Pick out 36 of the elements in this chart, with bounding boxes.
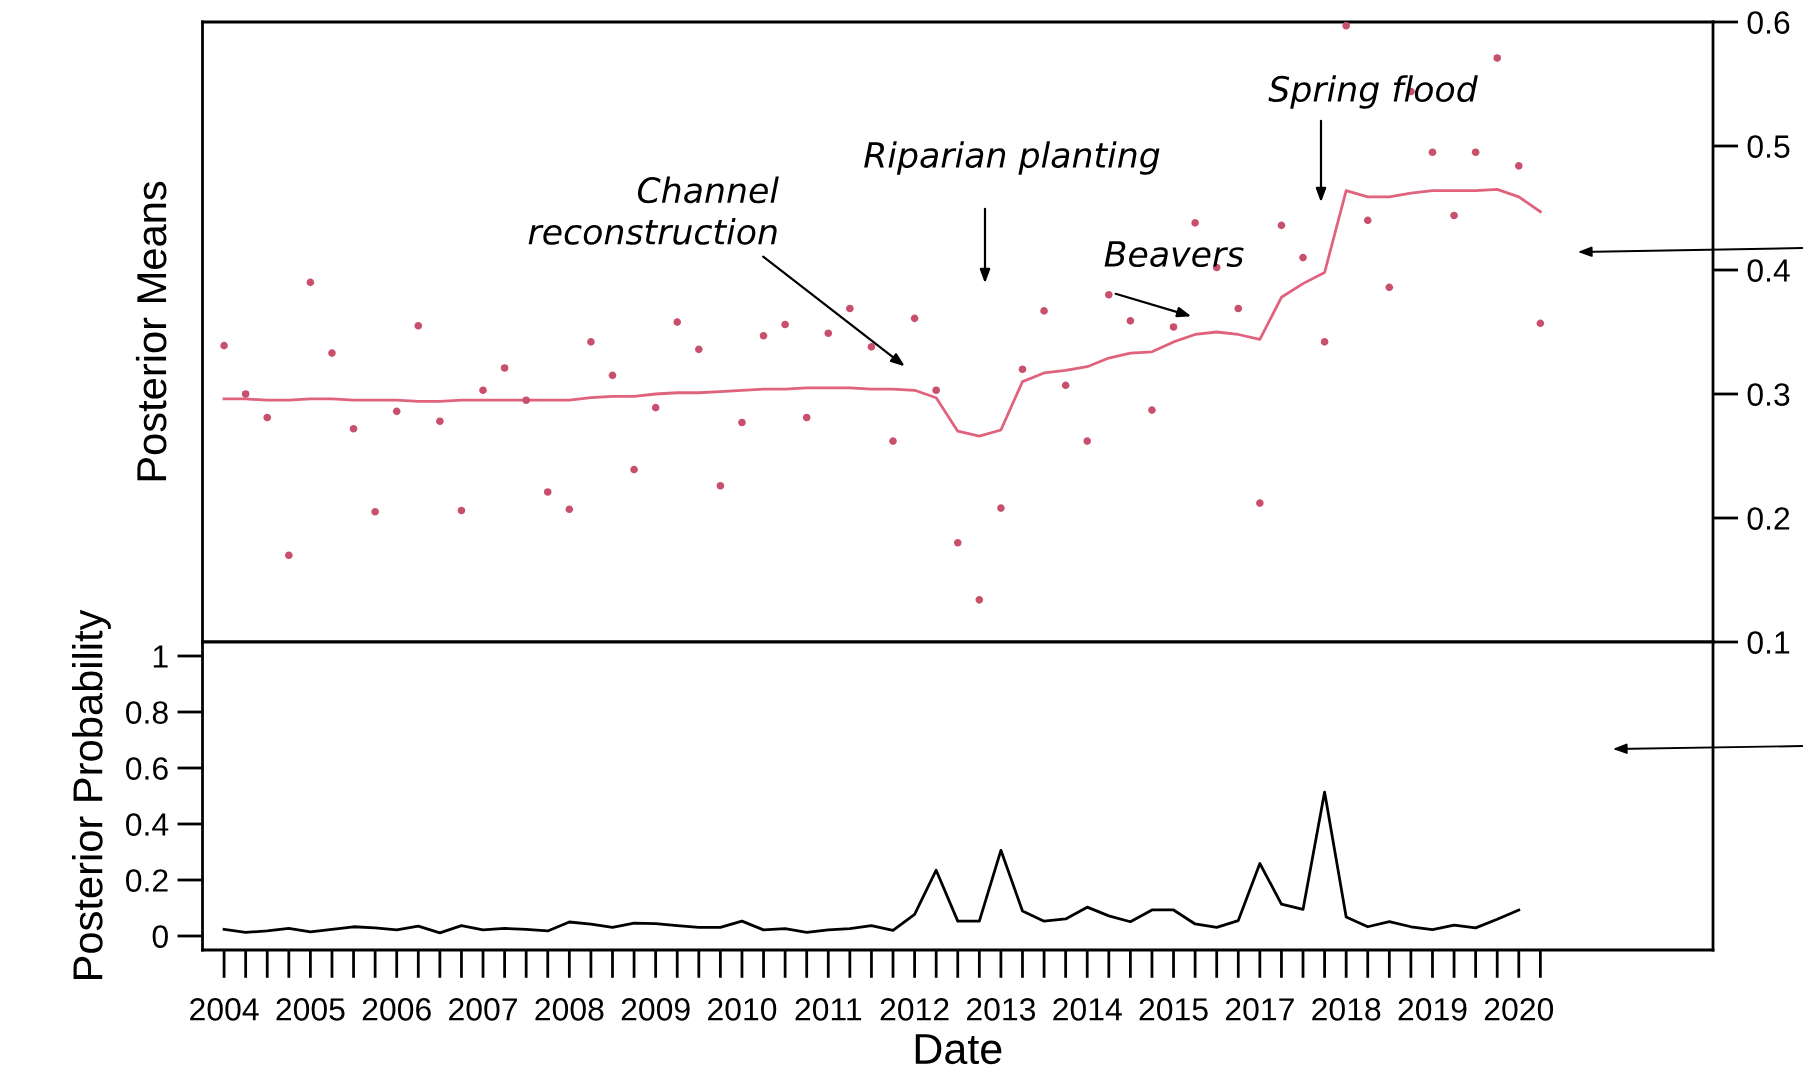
line-series [222, 790, 1521, 935]
x-tick-label: 2013 [966, 998, 1036, 1021]
y-tick-label: 0 [152, 925, 168, 948]
y-tick-label: 0.2 [126, 869, 168, 892]
y-tick-label: 1 [153, 645, 168, 668]
x-tick-label: 2015 [1139, 998, 1208, 1021]
y-tick-label: 0.4 [1747, 259, 1790, 282]
x-tick-label: 2005 [276, 998, 345, 1021]
x-tick-label: 2012 [880, 998, 949, 1021]
annotation: Channel reconstruction [528, 176, 779, 245]
y-axis-title: Posterior Means [135, 181, 167, 481]
y-tick-label: 0.4 [126, 813, 169, 836]
annotation: Riparian planting [864, 141, 1160, 175]
y-tick-label: 0.1 [1747, 631, 1790, 654]
x-tick-label: 2020 [1484, 998, 1554, 1021]
x-tick-label: 2004 [190, 998, 259, 1021]
x-tick-label: 2008 [535, 998, 604, 1021]
x-tick-label: 2009 [621, 998, 690, 1021]
y-tick-label: 0.5 [1747, 135, 1790, 158]
x-tick-label: 2010 [708, 998, 777, 1021]
x-tick-label: 2007 [449, 998, 517, 1021]
x-tick-label: 2011 [795, 998, 862, 1021]
x-tick-label: 2019 [1398, 998, 1467, 1021]
annotation: Beavers [1104, 241, 1244, 268]
y-tick-label: 0.3 [1747, 383, 1790, 406]
annotation: Spring flood [1268, 75, 1478, 109]
x-tick-label: 2018 [1312, 998, 1381, 1021]
x-tick-label: 2017 [1225, 998, 1294, 1021]
y-tick-label: 0.6 [1747, 11, 1790, 34]
y-axis-title: Posterior Probability [72, 609, 111, 979]
y-tick-label: 0.6 [126, 757, 168, 780]
x-axis-title: Date [915, 1034, 1002, 1065]
y-tick-label: 0.8 [126, 701, 168, 724]
x-tick-label: 2014 [1053, 998, 1122, 1021]
x-tick-label: 2006 [362, 998, 431, 1021]
y-tick-label: 0.2 [1747, 507, 1790, 530]
